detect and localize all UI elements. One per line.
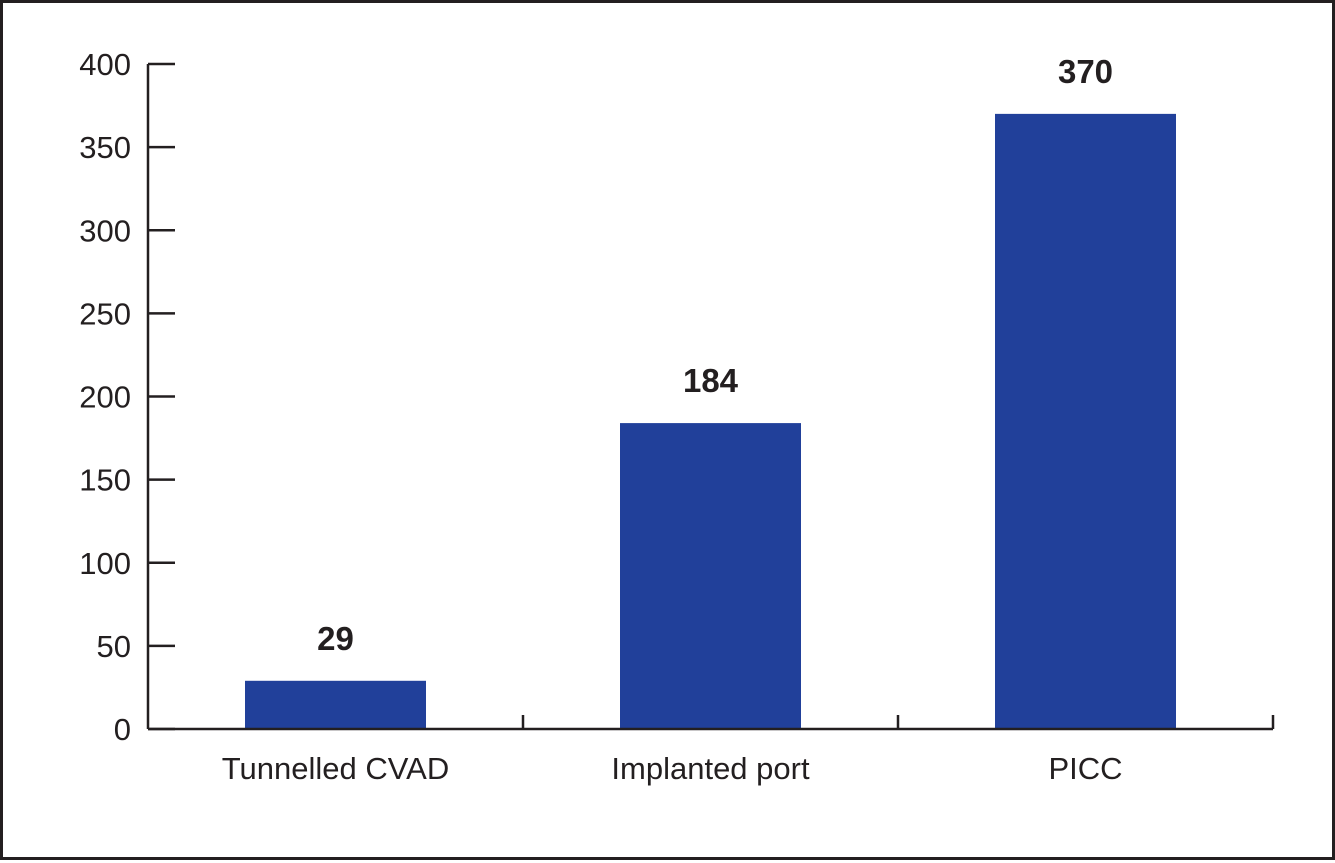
data-label-tunnelled-cvad: 29 bbox=[317, 620, 354, 657]
y-tick-label-350: 350 bbox=[79, 130, 131, 165]
y-tick-label-0: 0 bbox=[114, 712, 131, 747]
bar-picc bbox=[995, 113, 1176, 729]
y-tick-label-50: 50 bbox=[97, 629, 131, 664]
y-tick-label-100: 100 bbox=[79, 546, 131, 581]
data-label-implanted-port: 184 bbox=[683, 362, 739, 399]
x-tick-label-tunnelled-cvad: Tunnelled CVAD bbox=[222, 751, 449, 786]
axes bbox=[146, 64, 1273, 731]
y-tick-label-200: 200 bbox=[79, 380, 131, 415]
y-tick-label-300: 300 bbox=[79, 213, 131, 248]
bar-tunnelled-cvad bbox=[245, 680, 426, 729]
y-tick-label-400: 400 bbox=[79, 47, 131, 82]
y-axis-ticks: 0 50 100 150 200 250 300 350 400 bbox=[79, 47, 175, 747]
bar-implanted-port bbox=[620, 423, 801, 729]
bars bbox=[245, 113, 1176, 729]
x-axis-ticks: Tunnelled CVAD Implanted port PICC bbox=[222, 715, 1275, 786]
y-tick-label-150: 150 bbox=[79, 463, 131, 498]
x-tick-label-picc: PICC bbox=[1048, 751, 1122, 786]
data-label-picc: 370 bbox=[1058, 53, 1113, 90]
bar-chart: 0 50 100 150 200 250 300 350 400 29 184 370 Tunnel… bbox=[79, 47, 1275, 786]
y-tick-label-250: 250 bbox=[79, 296, 131, 331]
data-labels: 29 184 370 bbox=[317, 53, 1113, 657]
x-tick-label-implanted-port: Implanted port bbox=[611, 751, 810, 786]
